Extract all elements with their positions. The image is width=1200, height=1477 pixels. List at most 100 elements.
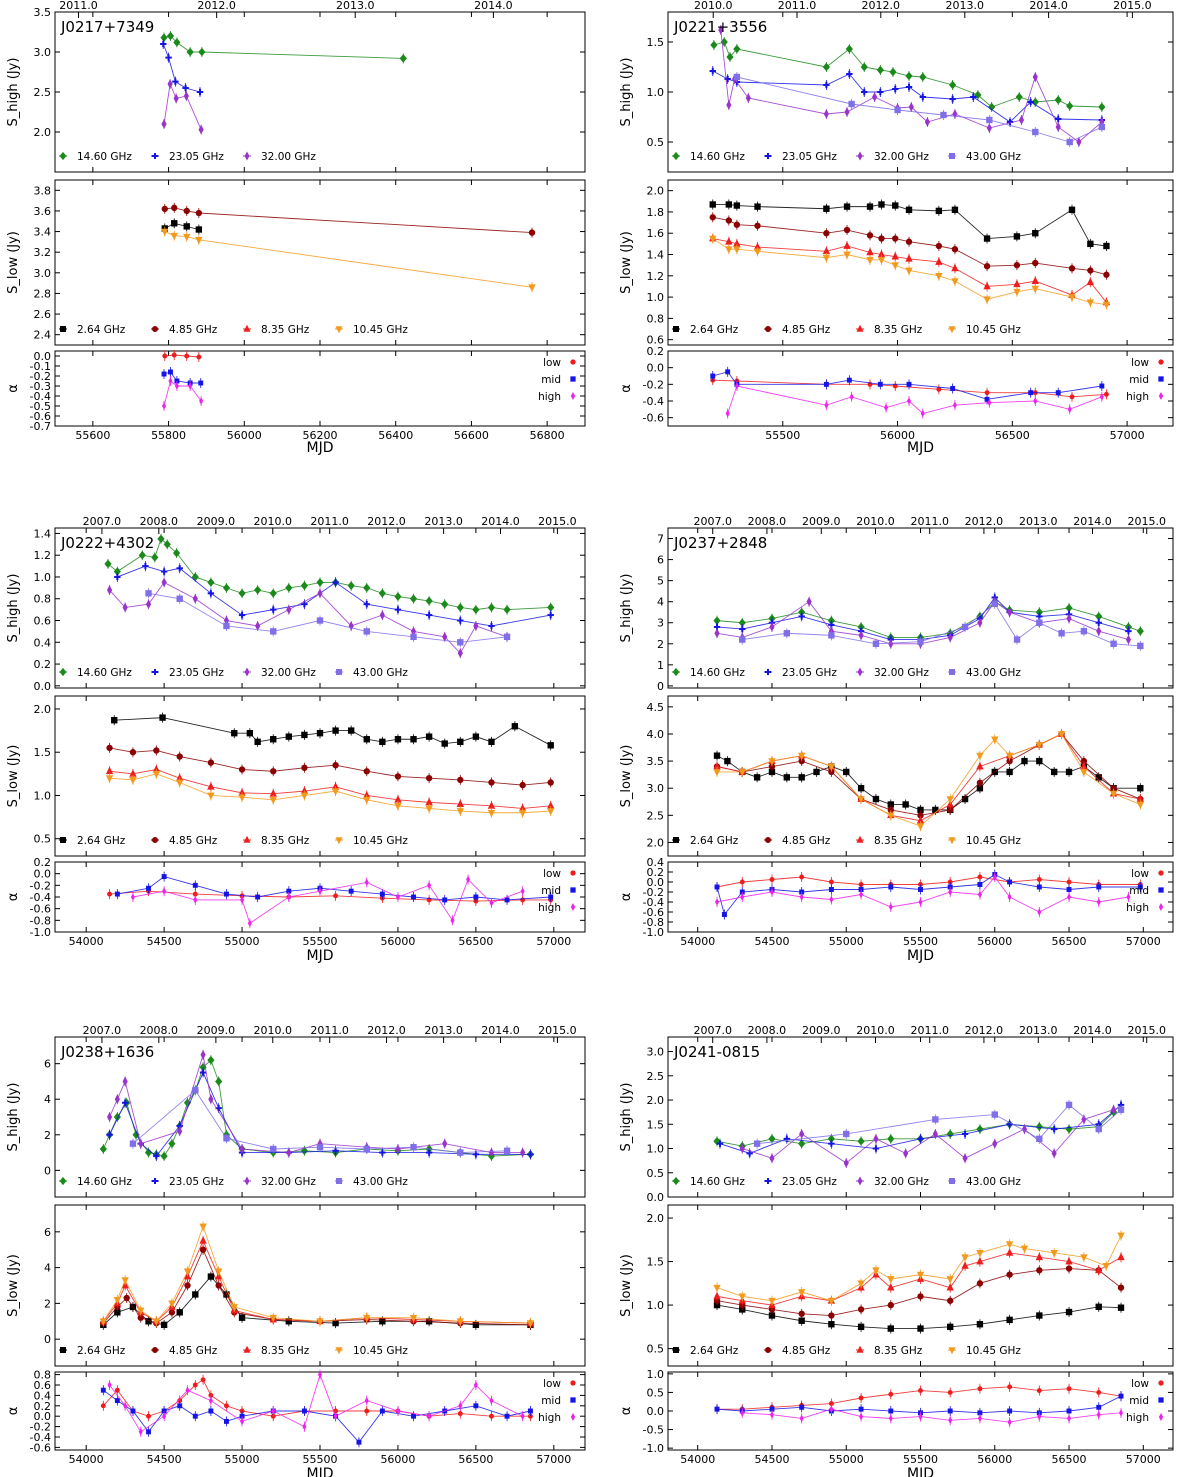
year-tick-label: 2013.0 [1019,515,1058,528]
series-high [130,874,525,929]
data-point [1036,1388,1042,1394]
data-point [1007,1384,1013,1390]
data-point [168,377,173,385]
data-point [857,1306,865,1313]
data-point [1066,1386,1072,1392]
x-tick-label: 54000 [69,935,104,948]
data-point [846,377,852,383]
data-point [1080,769,1088,777]
legend-label: low [543,1378,561,1390]
data-point [823,205,830,212]
y-tick-label: 2.5 [647,1070,665,1083]
series-line [163,35,404,59]
year-tick-label: 2007.0 [83,1024,122,1037]
data-point [866,256,874,265]
year-tick-label: 2013.0 [1019,1024,1058,1037]
legend-marker [59,836,66,843]
legend-low: 2.64 GHz 4.85 GHz 8.35 GHz 10.45 GHz [59,1345,408,1357]
y-tick-label: 0.0 [647,876,665,889]
data-point [1036,877,1042,882]
data-point [114,1387,120,1393]
series-high [725,381,1104,419]
data-point [332,727,339,734]
series-8-35-ghz [709,233,1111,308]
data-point [1068,206,1076,213]
data-point [394,736,402,743]
data-point [347,727,355,734]
legend-marker [948,1347,956,1355]
legend-label: 14.60 GHz [77,1176,132,1188]
data-point [547,808,555,816]
y-tick-label: -1.0 [643,1442,664,1455]
data-point [843,1158,849,1168]
year-tick-label: 2012.0 [367,515,406,528]
x-tick-label: 56500 [1052,935,1087,948]
data-point [1118,1393,1124,1399]
series-43-00-ghz [739,598,1144,651]
x-axis-label: MJD [907,948,934,964]
year-tick-label: 2013.0 [946,0,985,12]
data-point [947,1408,953,1414]
data-point [410,736,417,743]
data-point [857,796,865,804]
series-32-00-ghz [161,79,204,135]
y-tick-label: 2 [657,638,664,651]
data-point [713,1291,721,1300]
y-tick-label: 1.5 [647,1256,665,1269]
data-point [739,1143,745,1154]
data-point [504,897,510,903]
y-tick-label: 0 [44,1164,51,1177]
y-axis-label: S_low (Jy) [6,1254,21,1317]
data-point [857,1136,865,1146]
year-tick-label: 2012.0 [367,1024,406,1037]
data-point [738,769,746,777]
x-tick-label: 56200 [303,429,338,442]
data-point [1065,1101,1073,1109]
legend-marker [570,376,576,382]
legend-label: 2.64 GHz [690,835,739,847]
data-point [872,1267,880,1275]
data-point [905,267,913,275]
data-point [952,109,958,119]
data-point [409,1314,418,1323]
data-point [457,648,463,658]
data-point [976,761,984,770]
legend-label: 8.35 GHz [874,324,923,336]
data-point [214,1268,223,1276]
y-tick-label: -0.1 [30,360,51,373]
y-tick-label: 0.0 [34,1410,52,1423]
data-point [1035,1122,1043,1132]
data-point [271,1407,276,1415]
y-tick-label: 2.0 [647,185,665,198]
legend-label: 4.85 GHz [782,835,831,847]
data-point [192,1291,199,1298]
series-line [716,733,1141,822]
legend-marker [948,1178,955,1185]
data-point [472,733,480,740]
series-14-60-ghz [104,533,555,615]
data-point [935,207,943,215]
data-point [843,203,851,210]
legend-marker [948,326,956,334]
data-point [159,714,166,721]
data-point [333,893,339,899]
legend-marker [59,151,67,161]
data-point [207,578,215,587]
series-4-85-ghz [709,212,1110,280]
series-14-60-ghz [710,37,1106,112]
data-point [162,1412,167,1420]
data-point [379,1408,385,1414]
data-point [828,879,834,885]
data-point [332,1147,339,1154]
data-point [857,1280,865,1288]
y-tick-label: 5 [657,575,664,588]
data-point [714,1406,720,1412]
y-tick-label: -0.6 [643,906,664,919]
subplot-alpha: 0.2 0.0 -0.2 -0.4 -0.6 55500 56000 56500 57000 α l… [619,345,1174,442]
subplot-high: 0.5 1.0 1.5 S_high (Jy) 14.60 GHz 23.05 GHz 32… [619,11,1174,173]
x-tick-label: 54500 [754,1453,789,1466]
data-point [425,733,433,740]
y-tick-label: 1.0 [647,86,665,99]
data-point [714,628,720,639]
legend-marker [152,1178,158,1184]
